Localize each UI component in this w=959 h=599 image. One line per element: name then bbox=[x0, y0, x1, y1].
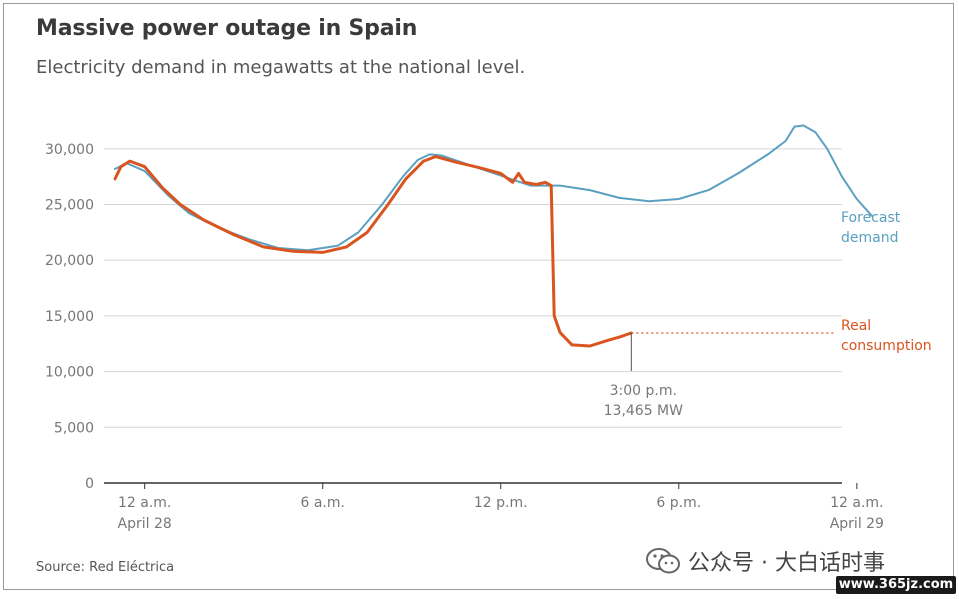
y-tick-label: 0 bbox=[85, 476, 94, 492]
x-tick-label: 6 a.m. bbox=[300, 495, 344, 511]
annotation-time: 3:00 p.m. bbox=[610, 383, 677, 399]
x-tick-sublabel: April 28 bbox=[118, 516, 172, 532]
real-consumption-label: Real bbox=[841, 318, 871, 334]
chart-title: Massive power outage in Spain bbox=[36, 16, 418, 41]
x-tick-label: 12 p.m. bbox=[474, 495, 528, 511]
chart-frame bbox=[3, 3, 954, 590]
watermark-text: 公众号 · 大白话时事 bbox=[688, 551, 885, 576]
y-tick-label: 10,000 bbox=[45, 365, 94, 381]
x-tick-label: 6 p.m. bbox=[656, 495, 701, 511]
y-tick-label: 20,000 bbox=[45, 253, 94, 269]
watermark-site: www.365jz.com bbox=[836, 576, 956, 594]
watermark: 公众号 · 大白话时事 bbox=[646, 545, 885, 577]
forecast-demand-label: Forecast bbox=[841, 210, 901, 226]
y-tick-label: 25,000 bbox=[45, 198, 94, 214]
real-consumption-label: consumption bbox=[841, 338, 932, 354]
series-group bbox=[113, 124, 873, 348]
annotation-group: 3:00 p.m. 13,465 MW bbox=[604, 332, 836, 419]
x-tick-label: 12 a.m. bbox=[118, 495, 171, 511]
y-axis-ticks: 0 5,000 10,000 15,000 20,000 25,000 30,000 bbox=[45, 142, 94, 492]
series-labels: Forecast demand Real consumption bbox=[841, 210, 932, 354]
annotation-value: 13,465 MW bbox=[604, 403, 684, 419]
grid-lines bbox=[104, 148, 842, 484]
y-tick-label: 5,000 bbox=[54, 420, 94, 436]
forecast-demand-label: demand bbox=[841, 230, 898, 246]
wechat-icon bbox=[646, 548, 680, 574]
source-note: Source: Red Eléctrica bbox=[36, 560, 175, 575]
y-tick-label: 30,000 bbox=[45, 142, 94, 158]
chart-subtitle: Electricity demand in megawatts at the n… bbox=[36, 57, 526, 78]
x-tick-sublabel: April 29 bbox=[830, 516, 884, 532]
y-tick-label: 15,000 bbox=[45, 309, 94, 325]
x-axis-ticks: 12 a.m. April 28 6 a.m. 12 p.m. 6 p.m. 12 a.m… bbox=[118, 483, 884, 532]
real-consumption-line bbox=[113, 155, 633, 348]
x-tick-label: 12 a.m. bbox=[830, 495, 883, 511]
